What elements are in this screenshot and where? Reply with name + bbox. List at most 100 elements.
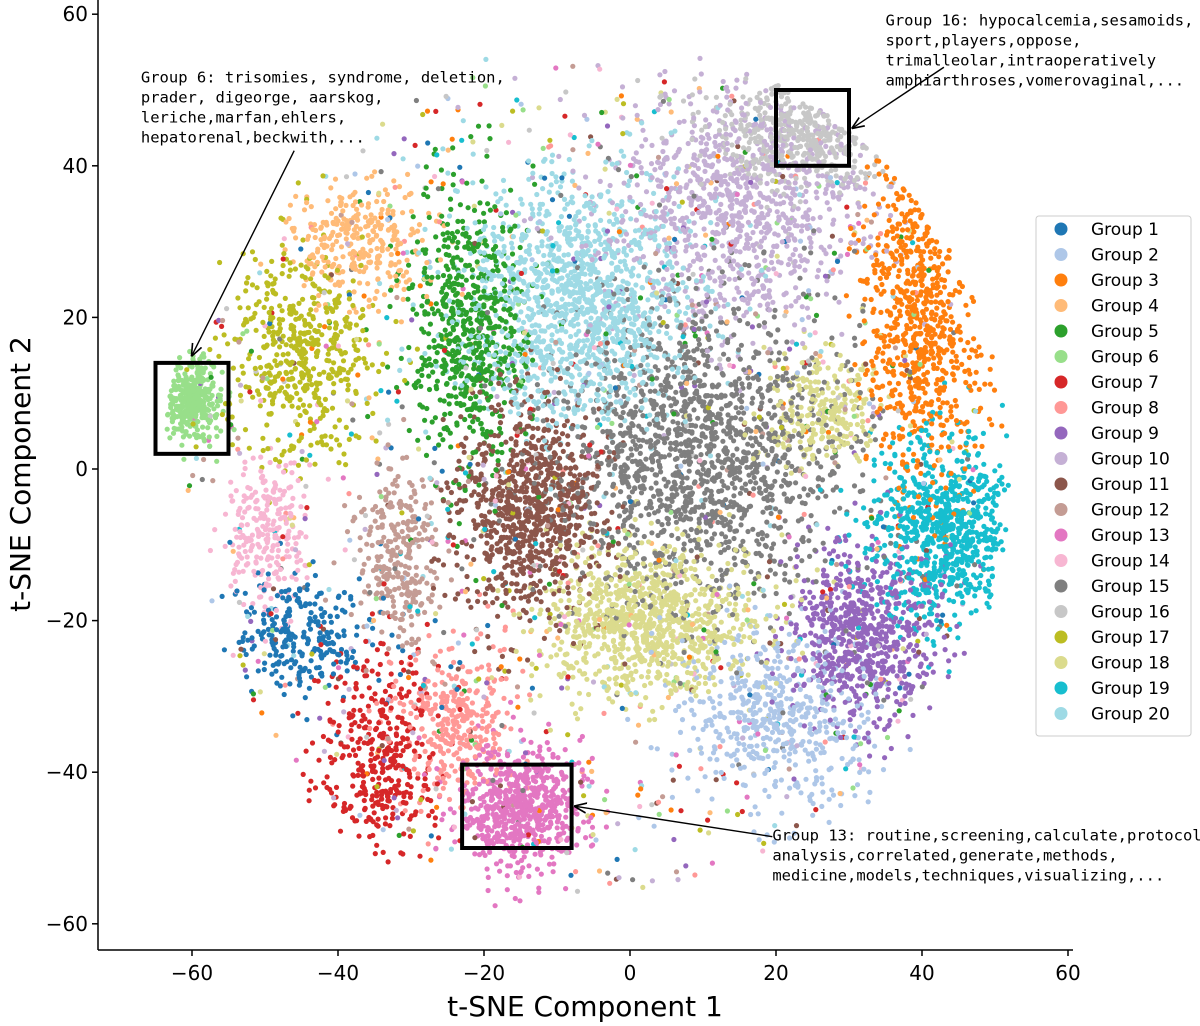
scatter-point: [798, 228, 805, 234]
scatter-point: [487, 207, 493, 213]
scatter-point: [732, 485, 738, 491]
scatter-point: [860, 472, 866, 478]
scatter-point: [799, 304, 805, 310]
scatter-point: [364, 365, 370, 371]
scatter-point: [574, 888, 581, 894]
scatter-point: [554, 548, 560, 554]
scatter-point: [388, 466, 394, 472]
scatter-point: [618, 489, 624, 495]
scatter-point: [486, 667, 492, 673]
scatter-point: [570, 63, 576, 69]
scatter-point: [945, 674, 951, 680]
scatter-point: [263, 487, 269, 493]
scatter-point: [304, 575, 310, 581]
scatter-point: [656, 811, 662, 818]
scatter-point: [422, 609, 428, 616]
scatter-point: [747, 687, 753, 693]
scatter-point: [212, 335, 218, 341]
scatter-point: [779, 625, 785, 632]
scatter-point: [443, 291, 450, 297]
scatter-point: [1003, 527, 1009, 533]
scatter-point: [555, 755, 561, 761]
scatter-point: [511, 595, 517, 602]
scatter-point: [240, 331, 246, 337]
scatter-point: [971, 500, 977, 506]
scatter-point: [847, 717, 853, 723]
scatter-point: [782, 539, 788, 545]
scatter-point: [343, 462, 349, 468]
scatter-point: [890, 440, 896, 446]
scatter-point: [656, 202, 663, 208]
scatter-point: [750, 152, 756, 158]
scatter-point: [535, 425, 541, 431]
scatter-point: [734, 446, 740, 452]
scatter-point: [595, 387, 601, 393]
scatter-point: [702, 774, 708, 780]
scatter-point: [860, 308, 866, 314]
scatter-point: [751, 411, 757, 417]
scatter-point: [229, 442, 235, 448]
scatter-point: [336, 417, 342, 423]
scatter-point: [846, 631, 852, 637]
scatter-point: [868, 507, 874, 513]
scatter-point: [255, 668, 261, 674]
scatter-point: [512, 395, 518, 401]
scatter-point: [485, 622, 491, 629]
scatter-point: [643, 137, 649, 143]
scatter-point: [242, 459, 248, 465]
scatter-point: [581, 773, 587, 779]
scatter-point: [745, 441, 751, 447]
scatter-point: [628, 344, 634, 351]
scatter-point: [432, 445, 438, 451]
scatter-point: [372, 518, 378, 524]
scatter-point: [646, 717, 653, 723]
scatter-point: [479, 725, 485, 731]
scatter-point: [438, 312, 444, 318]
scatter-point: [433, 234, 439, 240]
scatter-point: [635, 792, 641, 798]
scatter-point: [786, 766, 792, 772]
scatter-point: [669, 767, 675, 773]
scatter-point: [405, 171, 411, 177]
scatter-point: [637, 443, 644, 449]
scatter-point: [852, 342, 858, 348]
scatter-point: [357, 226, 363, 232]
scatter-point: [457, 706, 463, 713]
scatter-point: [865, 418, 871, 424]
scatter-point: [710, 108, 716, 114]
scatter-point: [788, 196, 794, 202]
scatter-point: [972, 544, 978, 550]
scatter-point: [509, 108, 516, 114]
scatter-point: [472, 851, 478, 857]
scatter-point: [312, 785, 319, 791]
scatter-point: [807, 379, 814, 385]
scatter-point: [731, 555, 737, 561]
scatter-point: [733, 405, 739, 411]
scatter-point: [399, 510, 405, 516]
scatter-point: [854, 782, 861, 788]
scatter-point: [721, 351, 727, 357]
scatter-point: [419, 372, 425, 378]
scatter-point: [388, 557, 394, 563]
scatter-point: [408, 710, 414, 717]
scatter-point: [509, 251, 516, 257]
scatter-point: [986, 582, 992, 588]
scatter-point: [290, 648, 296, 654]
scatter-point: [408, 494, 414, 500]
scatter-point: [922, 452, 928, 458]
scatter-point: [411, 766, 417, 772]
scatter-point: [365, 281, 371, 287]
scatter-point: [546, 746, 552, 753]
scatter-point: [793, 622, 799, 628]
scatter-point: [254, 285, 260, 291]
scatter-point: [410, 214, 416, 220]
scatter-point: [868, 219, 875, 225]
scatter-point: [387, 823, 393, 829]
scatter-point: [809, 640, 816, 646]
scatter-point: [381, 534, 387, 540]
scatter-point: [755, 262, 762, 268]
scatter-point: [699, 586, 705, 592]
scatter-point: [601, 415, 607, 422]
scatter-point: [399, 591, 405, 598]
scatter-point: [793, 564, 799, 570]
